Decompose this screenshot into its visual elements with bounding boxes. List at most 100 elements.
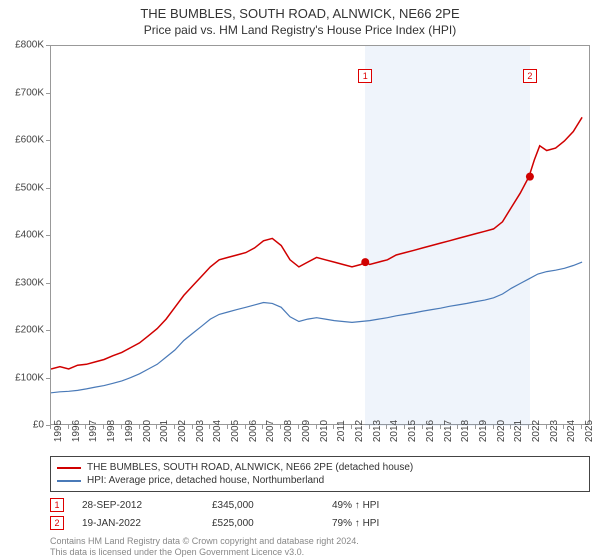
y-axis-label: £800K: [15, 40, 44, 51]
footer-line-2: This data is licensed under the Open Gov…: [50, 547, 590, 558]
x-tick: [440, 425, 441, 429]
chart-container: THE BUMBLES, SOUTH ROAD, ALNWICK, NE66 2…: [0, 0, 600, 560]
y-axis-label: £0: [33, 420, 44, 431]
x-tick: [351, 425, 352, 429]
x-axis-label: 1999: [124, 420, 135, 442]
x-axis-label: 2023: [549, 420, 560, 442]
chart-area: 12 £0£100K£200K£300K£400K£500K£600K£700K…: [50, 45, 590, 425]
x-axis-label: 1997: [88, 420, 99, 442]
legend-label: THE BUMBLES, SOUTH ROAD, ALNWICK, NE66 2…: [87, 462, 413, 473]
series-line: [51, 117, 582, 369]
x-axis-label: 2004: [212, 420, 223, 442]
y-axis-label: £400K: [15, 230, 44, 241]
plot-box: 12: [50, 45, 590, 425]
x-tick: [510, 425, 511, 429]
x-tick: [404, 425, 405, 429]
x-tick: [581, 425, 582, 429]
y-axis-label: £100K: [15, 372, 44, 383]
x-tick: [298, 425, 299, 429]
x-axis-label: 2006: [248, 420, 259, 442]
x-axis-label: 2025: [584, 420, 595, 442]
sale-price: £525,000: [212, 518, 332, 529]
x-tick: [156, 425, 157, 429]
annotation-marker: 1: [358, 69, 372, 83]
sale-point-marker: [361, 258, 369, 266]
footer-line-1: Contains HM Land Registry data © Crown c…: [50, 536, 590, 547]
annotation-marker: 2: [523, 69, 537, 83]
x-axis-label: 2009: [301, 420, 312, 442]
y-tick: [46, 235, 50, 236]
sale-date: 19-JAN-2022: [82, 518, 212, 529]
x-axis-label: 2013: [372, 420, 383, 442]
x-tick: [103, 425, 104, 429]
x-tick: [528, 425, 529, 429]
sale-hpi: 49% ↑ HPI: [332, 500, 452, 511]
y-axis-label: £700K: [15, 87, 44, 98]
x-axis-label: 2012: [354, 420, 365, 442]
y-tick: [46, 283, 50, 284]
x-tick: [245, 425, 246, 429]
sale-marker-box: 1: [50, 498, 64, 512]
x-tick: [280, 425, 281, 429]
x-axis-label: 2016: [425, 420, 436, 442]
chart-title: THE BUMBLES, SOUTH ROAD, ALNWICK, NE66 2…: [0, 0, 600, 21]
sale-date: 28-SEP-2012: [82, 500, 212, 511]
x-tick: [475, 425, 476, 429]
sales-table: 128-SEP-2012£345,00049% ↑ HPI219-JAN-202…: [50, 496, 590, 532]
sale-point-marker: [526, 173, 534, 181]
x-tick: [85, 425, 86, 429]
x-tick: [457, 425, 458, 429]
y-tick: [46, 45, 50, 46]
y-axis-label: £300K: [15, 277, 44, 288]
y-axis-label: £500K: [15, 182, 44, 193]
y-tick: [46, 140, 50, 141]
x-axis-label: 2018: [460, 420, 471, 442]
x-axis-label: 2001: [159, 420, 170, 442]
x-axis-label: 1995: [53, 420, 64, 442]
x-tick: [563, 425, 564, 429]
x-tick: [333, 425, 334, 429]
sale-row: 128-SEP-2012£345,00049% ↑ HPI: [50, 496, 590, 514]
chart-subtitle: Price paid vs. HM Land Registry's House …: [0, 21, 600, 41]
legend-label: HPI: Average price, detached house, Nort…: [87, 475, 324, 486]
y-axis-label: £200K: [15, 325, 44, 336]
x-tick: [174, 425, 175, 429]
x-tick: [369, 425, 370, 429]
x-axis-label: 2005: [230, 420, 241, 442]
x-tick: [493, 425, 494, 429]
x-axis-label: 2014: [389, 420, 400, 442]
x-axis-label: 2017: [443, 420, 454, 442]
x-axis-label: 2007: [265, 420, 276, 442]
x-tick: [209, 425, 210, 429]
x-axis-label: 1998: [106, 420, 117, 442]
sale-row: 219-JAN-2022£525,00079% ↑ HPI: [50, 514, 590, 532]
x-axis-label: 2020: [496, 420, 507, 442]
x-axis-label: 2011: [336, 420, 347, 442]
y-tick: [46, 188, 50, 189]
x-tick: [386, 425, 387, 429]
x-axis-label: 2008: [283, 420, 294, 442]
x-tick: [422, 425, 423, 429]
legend-swatch: [57, 480, 81, 482]
x-tick: [50, 425, 51, 429]
x-tick: [227, 425, 228, 429]
chart-svg: [51, 46, 591, 426]
x-tick: [546, 425, 547, 429]
x-axis-label: 2021: [513, 420, 524, 442]
x-axis-label: 2010: [319, 420, 330, 442]
y-axis-label: £600K: [15, 135, 44, 146]
x-axis-label: 2024: [566, 420, 577, 442]
legend-row: HPI: Average price, detached house, Nort…: [57, 474, 583, 487]
y-tick: [46, 93, 50, 94]
y-tick: [46, 330, 50, 331]
sale-marker-box: 2: [50, 516, 64, 530]
legend: THE BUMBLES, SOUTH ROAD, ALNWICK, NE66 2…: [50, 456, 590, 492]
footer-attribution: Contains HM Land Registry data © Crown c…: [50, 536, 590, 558]
x-axis-label: 2022: [531, 420, 542, 442]
x-tick: [68, 425, 69, 429]
legend-swatch: [57, 467, 81, 469]
x-tick: [121, 425, 122, 429]
x-tick: [316, 425, 317, 429]
y-tick: [46, 378, 50, 379]
x-axis-label: 2003: [195, 420, 206, 442]
